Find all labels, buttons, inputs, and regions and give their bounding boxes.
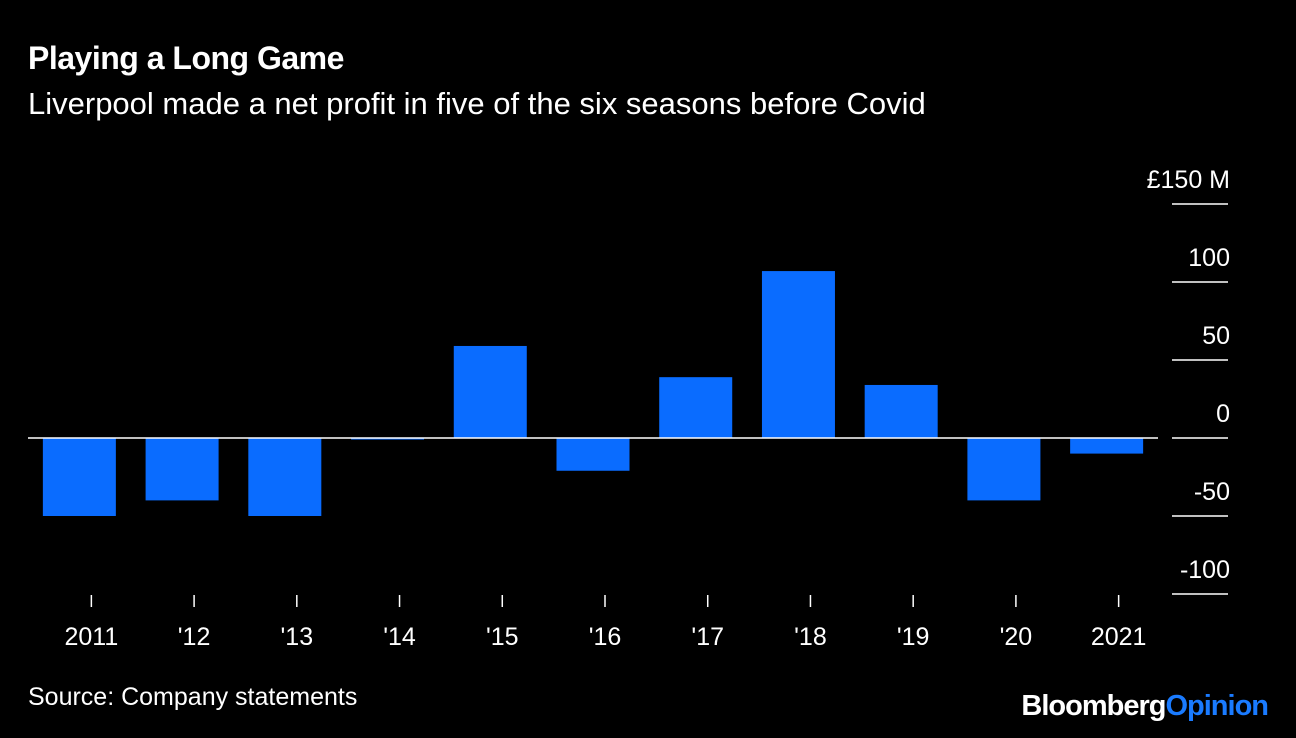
bar-8 <box>864 384 938 438</box>
bar-1 <box>145 438 219 501</box>
bar-2 <box>248 438 322 516</box>
bar-0 <box>42 438 116 516</box>
y-tick-label-3: 0 <box>1216 400 1230 428</box>
bar-9 <box>967 438 1041 501</box>
chart-subtitle: Liverpool made a net profit in five of t… <box>28 86 926 121</box>
logo-brand: Bloomberg <box>1021 690 1166 722</box>
logo-section: Opinion <box>1165 690 1269 722</box>
y-tick-label-5: -100 <box>1180 556 1230 584</box>
bar-5 <box>556 438 630 471</box>
bloomberg-opinion-logo: BloombergOpinion <box>1021 690 1269 723</box>
bar-7 <box>761 271 835 438</box>
bar-10 <box>1070 438 1144 454</box>
x-tick-label-9: '20 <box>1000 623 1033 651</box>
x-tick-label-5: '16 <box>589 623 622 651</box>
x-tick-label-3: '14 <box>383 623 416 651</box>
x-tick-label-0: 2011 <box>64 623 118 651</box>
x-tick-label-2: '13 <box>281 623 314 651</box>
bar-3 <box>351 438 425 440</box>
y-tick-label-0: £150 M <box>1147 166 1230 194</box>
x-tick-label-8: '19 <box>897 623 930 651</box>
x-tick-label-7: '18 <box>794 623 827 651</box>
y-tick-label-1: 100 <box>1188 244 1230 272</box>
source-note: Source: Company statements <box>28 683 358 711</box>
x-tick-label-10: 2021 <box>1091 623 1147 651</box>
y-tick-label-2: 50 <box>1202 322 1230 350</box>
chart-title: Playing a Long Game <box>28 40 344 76</box>
y-tick-label-4: -50 <box>1194 478 1230 506</box>
bar-4 <box>453 345 527 438</box>
x-tick-label-6: '17 <box>691 623 724 651</box>
x-tick-label-1: '12 <box>178 623 211 651</box>
bar-6 <box>659 377 733 438</box>
x-tick-label-4: '15 <box>486 623 519 651</box>
